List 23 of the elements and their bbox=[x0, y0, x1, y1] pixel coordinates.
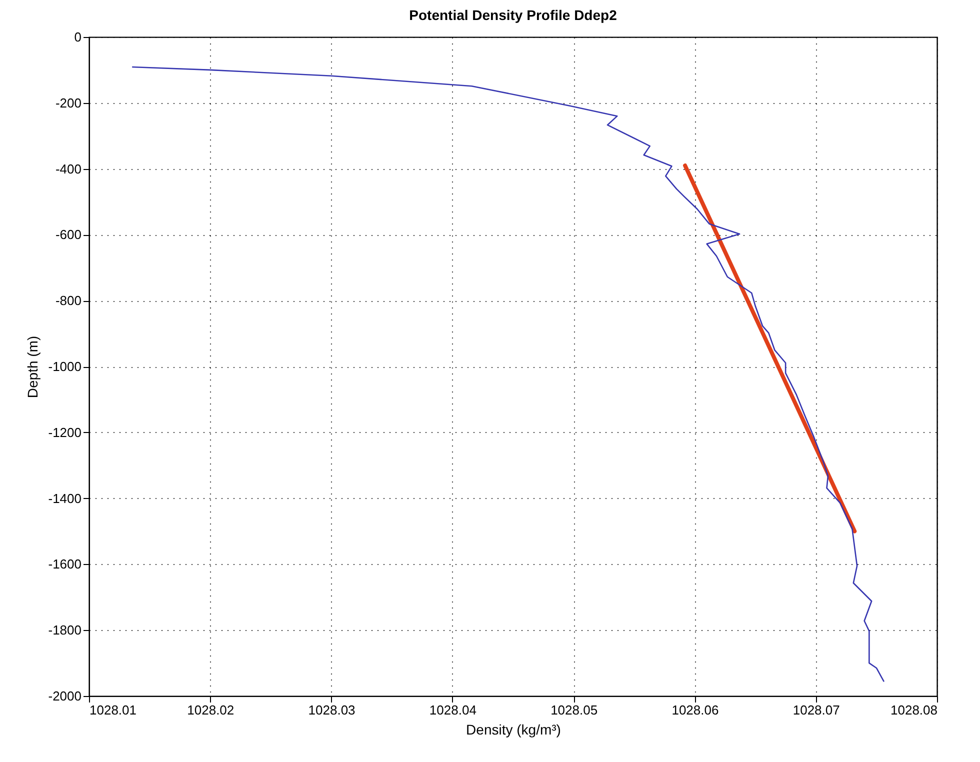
y-tick-label: 0 bbox=[74, 30, 82, 44]
y-tick-label: -2000 bbox=[48, 688, 82, 704]
y-tick-label: -800 bbox=[55, 293, 82, 308]
y-tick-label: -1600 bbox=[48, 556, 82, 572]
y-axis-title: Depth (m) bbox=[24, 336, 40, 398]
y-tick-label: -400 bbox=[55, 161, 82, 176]
y-tick-label: -1000 bbox=[48, 359, 82, 374]
y-tick-label: -1200 bbox=[48, 424, 82, 440]
line-series bbox=[132, 66, 884, 682]
x-axis-title: Density (kg/m³) bbox=[466, 722, 561, 738]
y-tick-label: -600 bbox=[55, 227, 82, 242]
x-tick-label: 1028.06 bbox=[672, 702, 719, 718]
x-tick-label: 1028.02 bbox=[187, 702, 234, 718]
x-tick-label: 1028.07 bbox=[792, 702, 840, 718]
x-tick-label: 1028.08 bbox=[890, 702, 938, 718]
x-tick-label: 1028.04 bbox=[429, 702, 476, 718]
chart-title: Potential Density Profile Ddep2 bbox=[409, 7, 618, 23]
y-tick-label: -1400 bbox=[48, 490, 82, 506]
y-tick-label: -1800 bbox=[48, 622, 82, 638]
x-tick-label: 1028.03 bbox=[308, 702, 356, 718]
x-tick-label: 1028.01 bbox=[90, 702, 136, 718]
x-tick-label: 1028.05 bbox=[550, 702, 598, 718]
y-tick-label: -200 bbox=[55, 95, 82, 110]
